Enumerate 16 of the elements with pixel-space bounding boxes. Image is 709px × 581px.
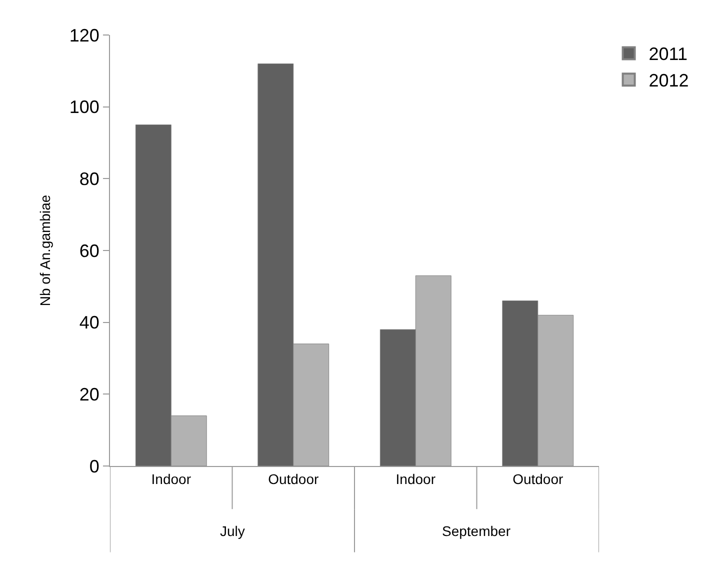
y-tick-label: 60 bbox=[79, 240, 100, 261]
x-tick-label: Indoor bbox=[151, 470, 192, 487]
y-tick-label: 120 bbox=[69, 25, 100, 46]
y-tick-label: 20 bbox=[79, 384, 100, 404]
y-tick-label: 40 bbox=[79, 312, 100, 333]
legend-label: 2011 bbox=[648, 44, 688, 64]
x-tick-label: Indoor bbox=[396, 470, 436, 487]
y-tick-label: 100 bbox=[69, 97, 100, 118]
x-tick-label: Outdoor bbox=[268, 470, 320, 487]
legend-label: 2012 bbox=[648, 70, 689, 91]
x-tick-label: Outdoor bbox=[512, 470, 564, 487]
text: July bbox=[220, 523, 245, 539]
y-tick-label: 80 bbox=[79, 168, 100, 189]
y-tick-label: 0 bbox=[89, 456, 100, 476]
text: September bbox=[442, 523, 511, 539]
y-axis-title: Nb of An.gambiae bbox=[36, 194, 53, 306]
